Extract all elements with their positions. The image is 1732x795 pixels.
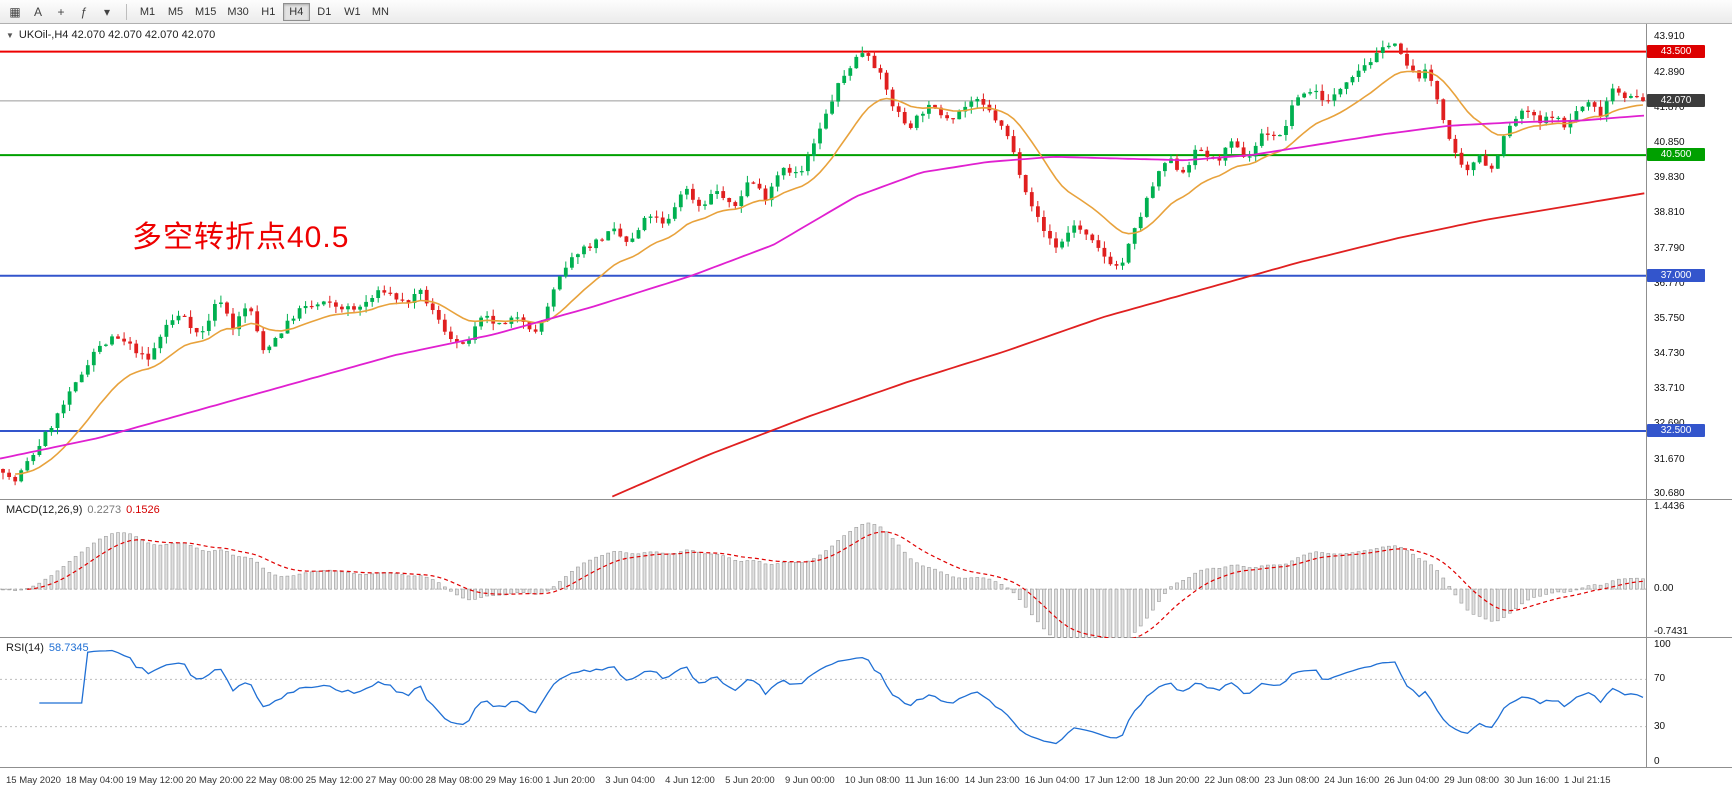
toolbar: ▦ A + ƒ ▾ M1 M5 M15 M30 H1 H4 D1 W1 MN xyxy=(0,0,1732,24)
crosshair-icon[interactable]: + xyxy=(57,4,65,19)
time-label: 24 Jun 16:00 xyxy=(1324,775,1380,786)
rsi-tick: 0 xyxy=(1654,756,1660,767)
rsi-tick: 100 xyxy=(1654,639,1671,650)
timeframe-group: M1 M5 M15 M30 H1 H4 D1 W1 MN xyxy=(134,2,395,21)
price-tick: 32.690 xyxy=(1654,418,1685,429)
price-tick: 34.730 xyxy=(1654,348,1685,360)
macd-tick: 1.4436 xyxy=(1654,501,1685,512)
time-label: 27 May 00:00 xyxy=(365,775,424,786)
rsi-tick: 30 xyxy=(1654,720,1666,732)
time-label: 5 Jun 20:00 xyxy=(725,775,775,786)
timeframe-M15[interactable]: M15 xyxy=(195,5,217,18)
macd-tick: -0.7431 xyxy=(1654,625,1688,637)
time-label: 17 Jun 12:00 xyxy=(1084,775,1140,786)
price-tick: 43.910 xyxy=(1654,31,1685,43)
macd-panel[interactable]: MACD(12,26,9) 0.2273 0.1526 1.4436 0.00 -0.7… xyxy=(0,500,1732,638)
macd-plot[interactable] xyxy=(0,500,1646,638)
time-label: 1 Jul 21:15 xyxy=(1564,775,1611,786)
toolbar-separator xyxy=(126,3,127,20)
price-tick: 35.750 xyxy=(1654,312,1685,324)
dropdown-caret-icon[interactable]: ▾ xyxy=(103,4,111,19)
timeframe-D1[interactable]: D1 xyxy=(317,5,332,18)
time-label: 28 May 08:00 xyxy=(425,775,484,786)
price-tick: 36.770 xyxy=(1654,277,1685,289)
timeframe-MN[interactable]: MN xyxy=(371,5,389,18)
time-label: 25 May 12:00 xyxy=(305,775,364,786)
time-label: 14 Jun 23:00 xyxy=(964,775,1020,786)
text-annotation-icon[interactable]: A xyxy=(33,4,42,19)
price-tick: 42.890 xyxy=(1654,66,1685,78)
time-label: 29 Jun 08:00 xyxy=(1444,775,1500,786)
time-label: 20 May 20:00 xyxy=(185,775,244,786)
toolbar-icons: ▦ A + ƒ ▾ xyxy=(4,2,119,22)
charts-grid-icon[interactable]: ▦ xyxy=(9,4,21,19)
price-tick: 41.870 xyxy=(1654,101,1685,113)
price-tick: 33.710 xyxy=(1654,383,1685,395)
rsi-tick: 70 xyxy=(1654,673,1666,685)
rsi-panel[interactable]: RSI(14) 58.7345 100 70 30 0 xyxy=(0,638,1732,768)
rsi-plot[interactable] xyxy=(0,638,1646,768)
macd-name: MACD(12,26,9) xyxy=(6,504,83,516)
time-label: 22 Jun 08:00 xyxy=(1204,775,1260,786)
indicator-list-icon[interactable]: ƒ xyxy=(80,4,88,19)
chart-annotation-text[interactable]: 多空转折点40.5 xyxy=(132,221,350,254)
rsi-label: RSI(14) 58.7345 xyxy=(6,642,89,654)
price-tick: 39.830 xyxy=(1654,172,1685,184)
rsi-name: RSI(14) xyxy=(6,642,44,654)
time-label: 23 Jun 08:00 xyxy=(1264,775,1320,786)
time-axis[interactable]: 15 May 2020 18 May 04:00 19 May 12:00 20 Ma… xyxy=(0,768,1732,795)
time-label: 3 Jun 04:00 xyxy=(605,775,655,786)
time-label: 16 Jun 04:00 xyxy=(1024,775,1080,786)
price-axis[interactable]: 43.910 42.890 41.870 40.850 39.830 38.810 37.7… xyxy=(1646,24,1732,499)
price-tick: 38.810 xyxy=(1654,207,1685,219)
timeframe-H1[interactable]: H1 xyxy=(261,5,276,18)
time-label: 30 Jun 16:00 xyxy=(1504,775,1559,786)
time-label: 1 Jun 20:00 xyxy=(545,775,595,786)
timeframe-M1[interactable]: M1 xyxy=(139,5,156,18)
price-badge: 37.000 xyxy=(1647,268,1705,282)
time-label: 10 Jun 08:00 xyxy=(844,775,900,786)
price-badge: 32.500 xyxy=(1647,424,1705,437)
macd-axis[interactable]: 1.4436 0.00 -0.7431 xyxy=(1646,500,1732,637)
time-label: 15 May 2020 xyxy=(6,775,61,786)
rsi-axis[interactable]: 100 70 30 0 xyxy=(1646,638,1732,767)
candlestick-chart[interactable] xyxy=(0,24,1646,500)
macd-label: MACD(12,26,9) 0.2273 0.1526 xyxy=(6,504,160,516)
time-label: 26 Jun 04:00 xyxy=(1384,775,1440,786)
main-chart-panel[interactable]: ▼ UKOil-,H4 42.070 42.070 42.070 42.070 … xyxy=(0,24,1732,500)
timeframe-M30[interactable]: M30 xyxy=(227,5,249,18)
symbol-ohlc-label: UKOil-,H4 42.070 42.070 42.070 42.070 xyxy=(18,29,216,41)
time-label: 18 Jun 20:00 xyxy=(1144,775,1200,786)
price-badge: 43.500 xyxy=(1647,44,1705,58)
price-tick: 31.670 xyxy=(1654,453,1685,465)
time-label: 29 May 16:00 xyxy=(485,775,543,786)
time-label: 22 May 08:00 xyxy=(245,775,304,786)
time-label: 18 May 04:00 xyxy=(65,775,124,786)
macd-tick: 0.00 xyxy=(1654,583,1674,595)
price-tick: 37.790 xyxy=(1654,242,1685,254)
price-tick: 40.850 xyxy=(1654,137,1685,148)
time-label: 11 Jun 16:00 xyxy=(904,775,960,786)
timeframe-W1[interactable]: W1 xyxy=(344,5,361,18)
time-label: 19 May 12:00 xyxy=(125,775,184,786)
price-badge: 40.500 xyxy=(1647,148,1705,162)
time-label: 4 Jun 12:00 xyxy=(665,775,715,786)
time-label: 9 Jun 00:00 xyxy=(785,775,835,786)
timeframe-M5[interactable]: M5 xyxy=(167,5,184,18)
chart-header: ▼ UKOil-,H4 42.070 42.070 42.070 42.070 xyxy=(6,29,215,41)
macd-main-value: 0.2273 xyxy=(87,504,122,516)
price-tick: 30.680 xyxy=(1654,487,1685,499)
price-badge: 42.070 xyxy=(1647,93,1705,107)
collapse-icon[interactable]: ▼ xyxy=(6,30,14,40)
macd-signal-value: 0.1526 xyxy=(126,504,160,516)
rsi-value: 58.7345 xyxy=(48,642,89,654)
timeframe-H4[interactable]: H4 xyxy=(282,2,310,21)
